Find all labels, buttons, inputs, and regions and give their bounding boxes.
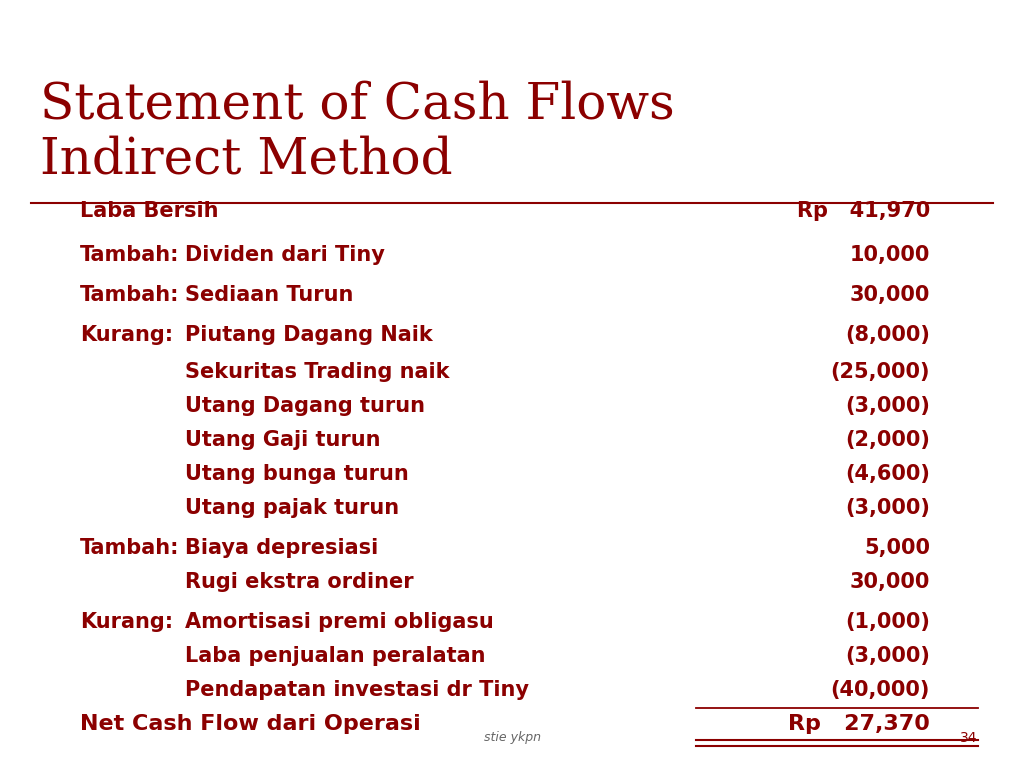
Text: Tambah:: Tambah:	[80, 285, 179, 305]
Text: (1,000): (1,000)	[845, 612, 930, 632]
Text: Net Cash Flow dari Operasi: Net Cash Flow dari Operasi	[80, 714, 421, 734]
Text: (40,000): (40,000)	[830, 680, 930, 700]
Text: (25,000): (25,000)	[830, 362, 930, 382]
Text: Amortisasi premi obligasu: Amortisasi premi obligasu	[185, 612, 494, 632]
Text: Dividen dari Tiny: Dividen dari Tiny	[185, 245, 385, 265]
Text: Kurang:: Kurang:	[80, 612, 173, 632]
Text: (2,000): (2,000)	[845, 430, 930, 450]
Text: Rp   27,370: Rp 27,370	[788, 714, 930, 734]
Text: Indirect Method: Indirect Method	[40, 135, 453, 184]
Text: Utang Dagang turun: Utang Dagang turun	[185, 396, 425, 416]
Text: Kurang:: Kurang:	[80, 325, 173, 345]
Text: Sekuritas Trading naik: Sekuritas Trading naik	[185, 362, 450, 382]
Text: Tambah:: Tambah:	[80, 538, 179, 558]
Text: Rugi ekstra ordiner: Rugi ekstra ordiner	[185, 572, 414, 592]
Text: (4,600): (4,600)	[845, 464, 930, 484]
Text: Utang bunga turun: Utang bunga turun	[185, 464, 409, 484]
Text: Utang pajak turun: Utang pajak turun	[185, 498, 399, 518]
Text: 30,000: 30,000	[850, 285, 930, 305]
Text: 34: 34	[961, 731, 978, 745]
Text: Pendapatan investasi dr Tiny: Pendapatan investasi dr Tiny	[185, 680, 529, 700]
Text: Tambah:: Tambah:	[80, 245, 179, 265]
Text: 30,000: 30,000	[850, 572, 930, 592]
Text: Laba penjualan peralatan: Laba penjualan peralatan	[185, 646, 485, 666]
Text: Utang Gaji turun: Utang Gaji turun	[185, 430, 381, 450]
Text: (8,000): (8,000)	[845, 325, 930, 345]
Text: Sediaan Turun: Sediaan Turun	[185, 285, 353, 305]
Text: (3,000): (3,000)	[845, 498, 930, 518]
Text: (3,000): (3,000)	[845, 396, 930, 416]
Text: 10,000: 10,000	[850, 245, 930, 265]
Text: Piutang Dagang Naik: Piutang Dagang Naik	[185, 325, 433, 345]
Text: Rp   41,970: Rp 41,970	[797, 201, 930, 221]
Text: stie ykpn: stie ykpn	[483, 731, 541, 744]
Text: Biaya depresiasi: Biaya depresiasi	[185, 538, 378, 558]
Text: (3,000): (3,000)	[845, 646, 930, 666]
Text: Statement of Cash Flows: Statement of Cash Flows	[40, 80, 675, 130]
Text: 5,000: 5,000	[864, 538, 930, 558]
Text: Laba Bersih: Laba Bersih	[80, 201, 218, 221]
